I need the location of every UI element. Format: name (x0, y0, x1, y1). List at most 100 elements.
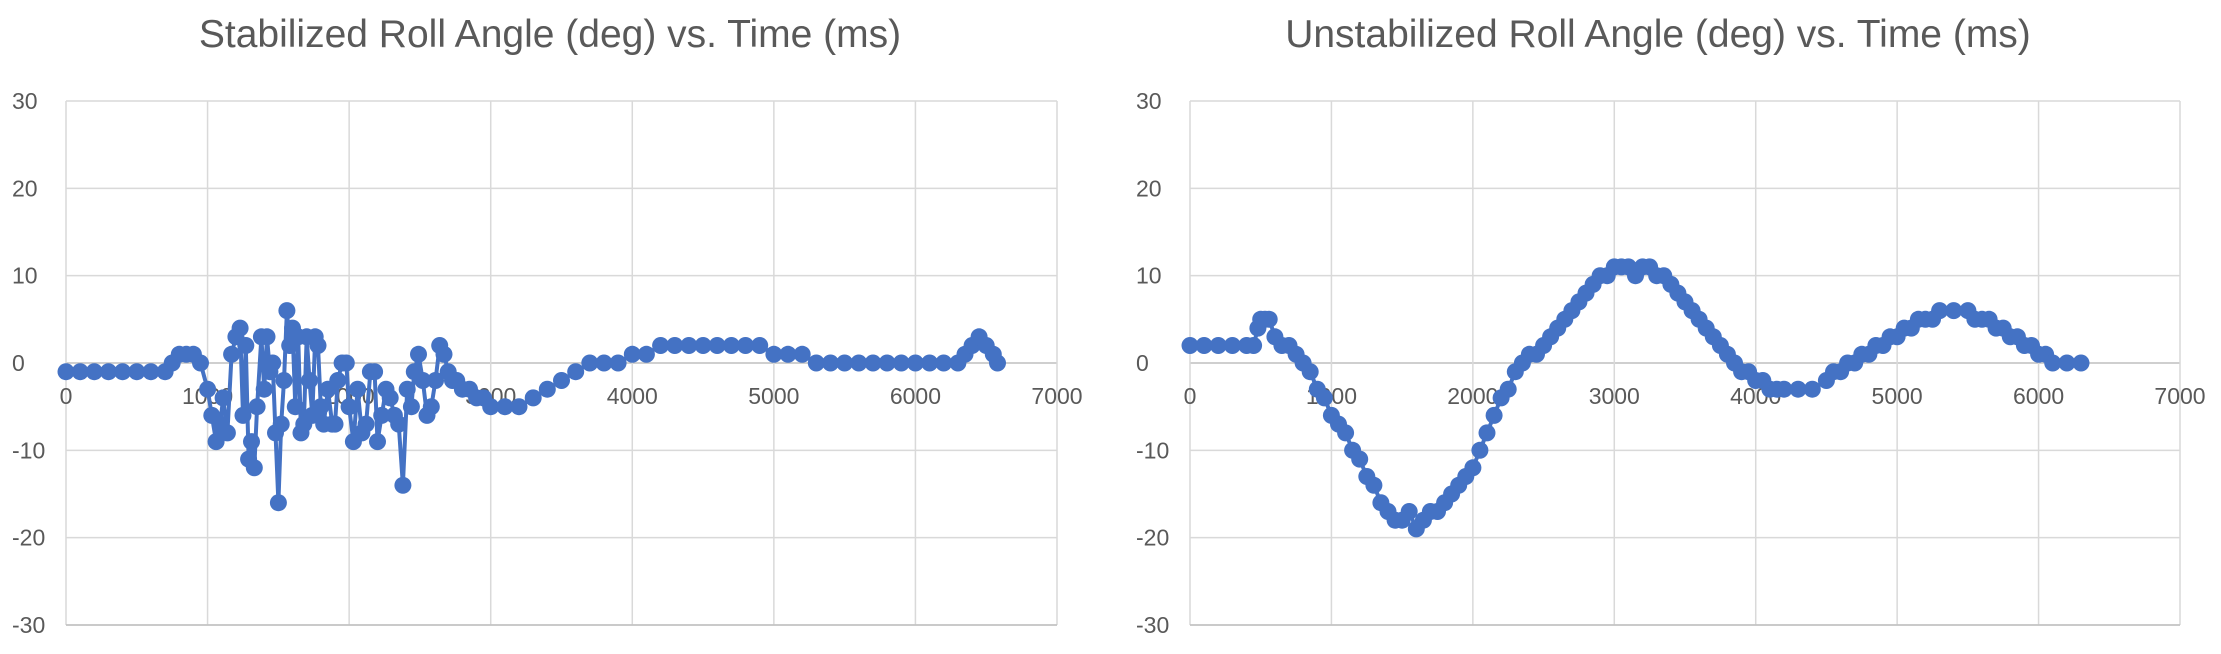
data-point (394, 476, 412, 494)
data-point (921, 354, 939, 372)
data-point (329, 372, 347, 389)
y-tick-label: 10 (1136, 263, 1162, 289)
data-point (214, 389, 232, 407)
y-tick-label: -20 (1136, 525, 1169, 551)
y-tick-label: 20 (12, 175, 38, 201)
data-point (309, 337, 327, 354)
data-point (1301, 363, 1319, 381)
data-point (822, 354, 839, 372)
data-point (237, 337, 255, 354)
data-point (708, 337, 726, 354)
data-point (243, 433, 260, 451)
data-point (275, 372, 293, 389)
y-tick-label: 0 (12, 350, 25, 376)
data-point (737, 337, 754, 354)
data-point (807, 354, 825, 372)
data-point (850, 354, 868, 372)
data-point (340, 398, 358, 416)
data-point (1260, 310, 1278, 328)
data-point (793, 345, 811, 363)
data-point (935, 354, 953, 372)
data-point (1464, 459, 1482, 477)
x-tick-label: 6000 (890, 383, 941, 409)
data-point (286, 398, 304, 416)
x-tick-label: 6000 (2013, 383, 2064, 409)
data-point (142, 363, 160, 381)
data-point (199, 380, 217, 398)
x-tick-label: 7000 (2154, 383, 2205, 409)
x-tick-label: 4000 (607, 383, 658, 409)
data-point (482, 398, 500, 416)
data-point (369, 433, 386, 451)
data-point (878, 354, 896, 372)
data-point (390, 415, 408, 433)
y-tick-label: -30 (12, 612, 45, 638)
y-tick-label: -10 (12, 437, 45, 463)
data-point (2058, 354, 2076, 372)
data-point (422, 398, 440, 416)
data-point (553, 372, 570, 389)
data-point (114, 363, 132, 381)
data-point (278, 302, 296, 320)
data-point (2072, 354, 2090, 372)
data-point (989, 354, 1006, 372)
y-tick-label: -20 (12, 525, 45, 551)
data-point (231, 319, 249, 337)
data-point (245, 459, 263, 477)
y-tick-label: 30 (1136, 88, 1162, 114)
chart-title: Stabilized Roll Angle (deg) vs. Time (ms… (199, 13, 901, 56)
data-point (57, 363, 75, 381)
data-point (398, 380, 416, 398)
data-point (223, 345, 241, 363)
data-point (427, 372, 444, 389)
data-point (722, 337, 740, 354)
data-point (2044, 354, 2062, 372)
data-point (1945, 302, 1963, 320)
data-point (524, 389, 542, 407)
data-point (100, 363, 117, 381)
data-point (1775, 380, 1793, 398)
data-point (264, 354, 282, 372)
data-point (414, 372, 432, 389)
data-point (258, 328, 276, 346)
data-point (128, 363, 146, 381)
data-point (312, 398, 330, 416)
data-point (218, 424, 236, 442)
y-tick-label: 20 (1136, 175, 1162, 201)
data-point (373, 406, 391, 424)
data-point (765, 345, 783, 363)
data-point (410, 345, 427, 363)
data-point (402, 398, 420, 416)
data-point (301, 372, 318, 389)
data-point (272, 415, 290, 433)
x-tick-label: 0 (1184, 383, 1197, 409)
x-tick-label: 3000 (1589, 383, 1640, 409)
data-point (751, 337, 769, 354)
y-tick-label: -30 (1136, 612, 1169, 638)
data-point (595, 354, 613, 372)
y-tick-label: -10 (1136, 437, 1169, 463)
data-point (1478, 424, 1496, 442)
data-point (1223, 337, 1241, 354)
data-point (892, 354, 910, 372)
data-point (1365, 476, 1383, 494)
data-point (435, 345, 453, 363)
y-tick-label: 0 (1136, 350, 1149, 376)
data-point (1789, 380, 1807, 398)
data-point (357, 415, 375, 433)
data-point (581, 354, 599, 372)
data-point (1351, 450, 1369, 468)
data-point (326, 415, 344, 433)
data-point (538, 380, 556, 398)
data-point (1245, 337, 1263, 354)
data-point (510, 398, 528, 416)
data-point (864, 354, 882, 372)
data-point (1209, 337, 1227, 354)
data-point (1931, 302, 1949, 320)
data-point (609, 354, 627, 372)
data-point (349, 380, 367, 398)
data-point (337, 354, 355, 372)
data-point (366, 363, 384, 381)
data-point (234, 406, 252, 424)
